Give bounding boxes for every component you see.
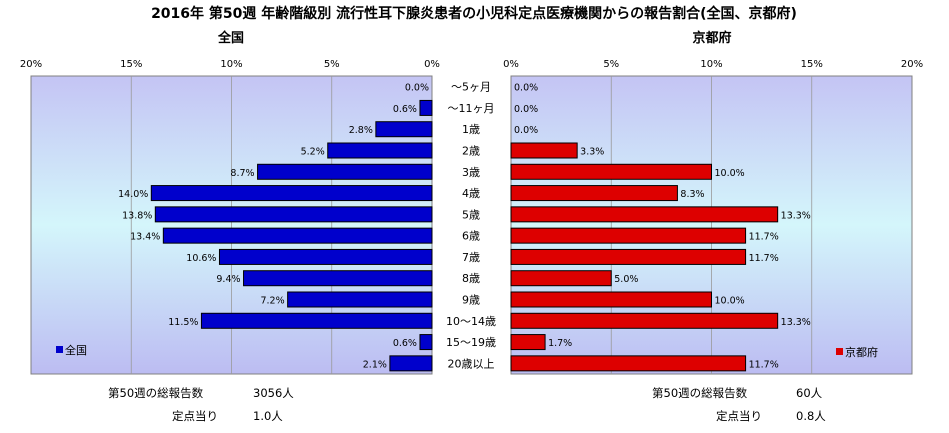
- legend-right-swatch: [836, 348, 843, 355]
- left-bar: [287, 291, 433, 308]
- left-panel: 20% 15% 10% 5% 0% 0.0% 0.6% 2.8% 5.2% 8.7% 14.0% 13…: [20, 59, 440, 375]
- left-data-label: 8.7%: [230, 168, 254, 179]
- legend-left-swatch: [56, 346, 63, 353]
- left-bar: [154, 206, 433, 223]
- right-data-label: 8.3%: [680, 189, 704, 200]
- right-panel-title: 京都府: [692, 30, 731, 46]
- right-data-label: 0.0%: [514, 83, 538, 94]
- left-data-label: 0.0%: [405, 83, 429, 94]
- left-bar: [375, 121, 433, 138]
- right-bar: [510, 334, 546, 351]
- category-label: 5歳: [462, 208, 480, 221]
- right-bar: [510, 248, 747, 265]
- right-tick-label: 0%: [503, 59, 519, 70]
- right-data-label: 1.7%: [548, 338, 572, 349]
- category-label: 6歳: [462, 230, 480, 243]
- right-bar: [510, 312, 779, 329]
- right-data-label: 0.0%: [514, 125, 538, 136]
- national-total-value: 3056人: [253, 386, 294, 400]
- left-bar: [243, 270, 433, 287]
- right-data-label: 11.7%: [749, 359, 779, 370]
- left-tick-label: 10%: [220, 59, 242, 70]
- chart-title: 2016年 第50週 年齢階級別 流行性耳下腺炎患者の小児科定点医療機関からの報…: [151, 5, 797, 22]
- right-bar: [510, 270, 612, 287]
- right-data-label: 10.0%: [715, 168, 745, 179]
- left-data-label: 5.2%: [301, 147, 325, 158]
- left-data-label: 11.5%: [168, 317, 198, 328]
- category-label: 1歳: [462, 123, 480, 136]
- right-bar: [510, 185, 678, 202]
- left-data-label: 13.4%: [130, 232, 160, 243]
- left-data-label: 14.0%: [118, 189, 148, 200]
- left-bar: [218, 248, 433, 265]
- category-label: 10～14歳: [446, 315, 496, 328]
- left-data-label: 10.6%: [186, 253, 216, 264]
- left-data-label: 0.6%: [393, 104, 417, 115]
- right-data-label: 0.0%: [514, 104, 538, 115]
- left-data-label: 13.8%: [122, 210, 152, 221]
- category-label: 8歳: [462, 272, 480, 285]
- right-bar: [510, 355, 747, 372]
- category-label: 3歳: [462, 166, 480, 179]
- left-bar: [257, 163, 433, 180]
- category-label: 9歳: [462, 294, 480, 307]
- kyoto-per-label: 定点当り: [716, 409, 762, 423]
- left-tick-label: 0%: [424, 59, 440, 70]
- left-bar: [162, 227, 433, 244]
- category-label: 7歳: [462, 251, 480, 264]
- left-panel-title: 全国: [217, 30, 244, 46]
- right-bar: [510, 206, 779, 223]
- left-bar: [200, 312, 433, 329]
- right-panel: 0% 5% 10% 15% 20% 0.0% 0.0% 0.0% 3.3% 10.0% 8.3% 13…: [503, 59, 923, 375]
- right-data-label: 11.7%: [749, 253, 779, 264]
- right-tick-label: 10%: [700, 59, 722, 70]
- category-label: 20歳以上: [448, 357, 495, 370]
- category-label: ～5ヶ月: [451, 81, 491, 94]
- left-bar: [389, 355, 433, 372]
- right-data-label: 13.3%: [781, 317, 811, 328]
- right-tick-label: 15%: [801, 59, 823, 70]
- left-bar: [419, 99, 433, 116]
- legend-left-label: 全国: [65, 343, 87, 357]
- right-data-label: 5.0%: [614, 274, 638, 285]
- category-label: 15～19歳: [446, 336, 496, 349]
- category-label: ～11ヶ月: [448, 102, 495, 115]
- right-bar: [510, 227, 747, 244]
- right-tick-label: 5%: [603, 59, 619, 70]
- national-per-label: 定点当り: [172, 409, 218, 423]
- right-data-label: 13.3%: [781, 210, 811, 221]
- legend-right-label: 京都府: [845, 345, 878, 359]
- left-data-label: 2.8%: [349, 125, 373, 136]
- left-data-label: 2.1%: [363, 359, 387, 370]
- left-tick-label: 20%: [20, 59, 42, 70]
- right-data-label: 10.0%: [715, 296, 745, 307]
- left-bar: [327, 142, 433, 159]
- left-bar: [150, 185, 433, 202]
- national-total-label: 第50週の総報告数: [108, 386, 204, 400]
- left-tick-label: 15%: [120, 59, 142, 70]
- right-tick-label: 20%: [901, 59, 923, 70]
- right-data-label: 11.7%: [749, 232, 779, 243]
- left-data-label: 0.6%: [393, 338, 417, 349]
- right-bar: [510, 142, 578, 159]
- kyoto-per-value: 0.8人: [796, 409, 826, 423]
- kyoto-total-label: 第50週の総報告数: [652, 386, 748, 400]
- national-per-value: 1.0人: [253, 409, 283, 423]
- category-label: 4歳: [462, 187, 480, 200]
- left-bar: [419, 334, 433, 351]
- left-data-label: 7.2%: [260, 296, 284, 307]
- left-data-label: 9.4%: [216, 274, 240, 285]
- category-label: 2歳: [462, 145, 480, 158]
- right-bar: [510, 291, 712, 308]
- left-tick-label: 5%: [324, 59, 340, 70]
- right-bar: [510, 163, 712, 180]
- kyoto-total-value: 60人: [796, 386, 823, 400]
- right-data-label: 3.3%: [580, 147, 604, 158]
